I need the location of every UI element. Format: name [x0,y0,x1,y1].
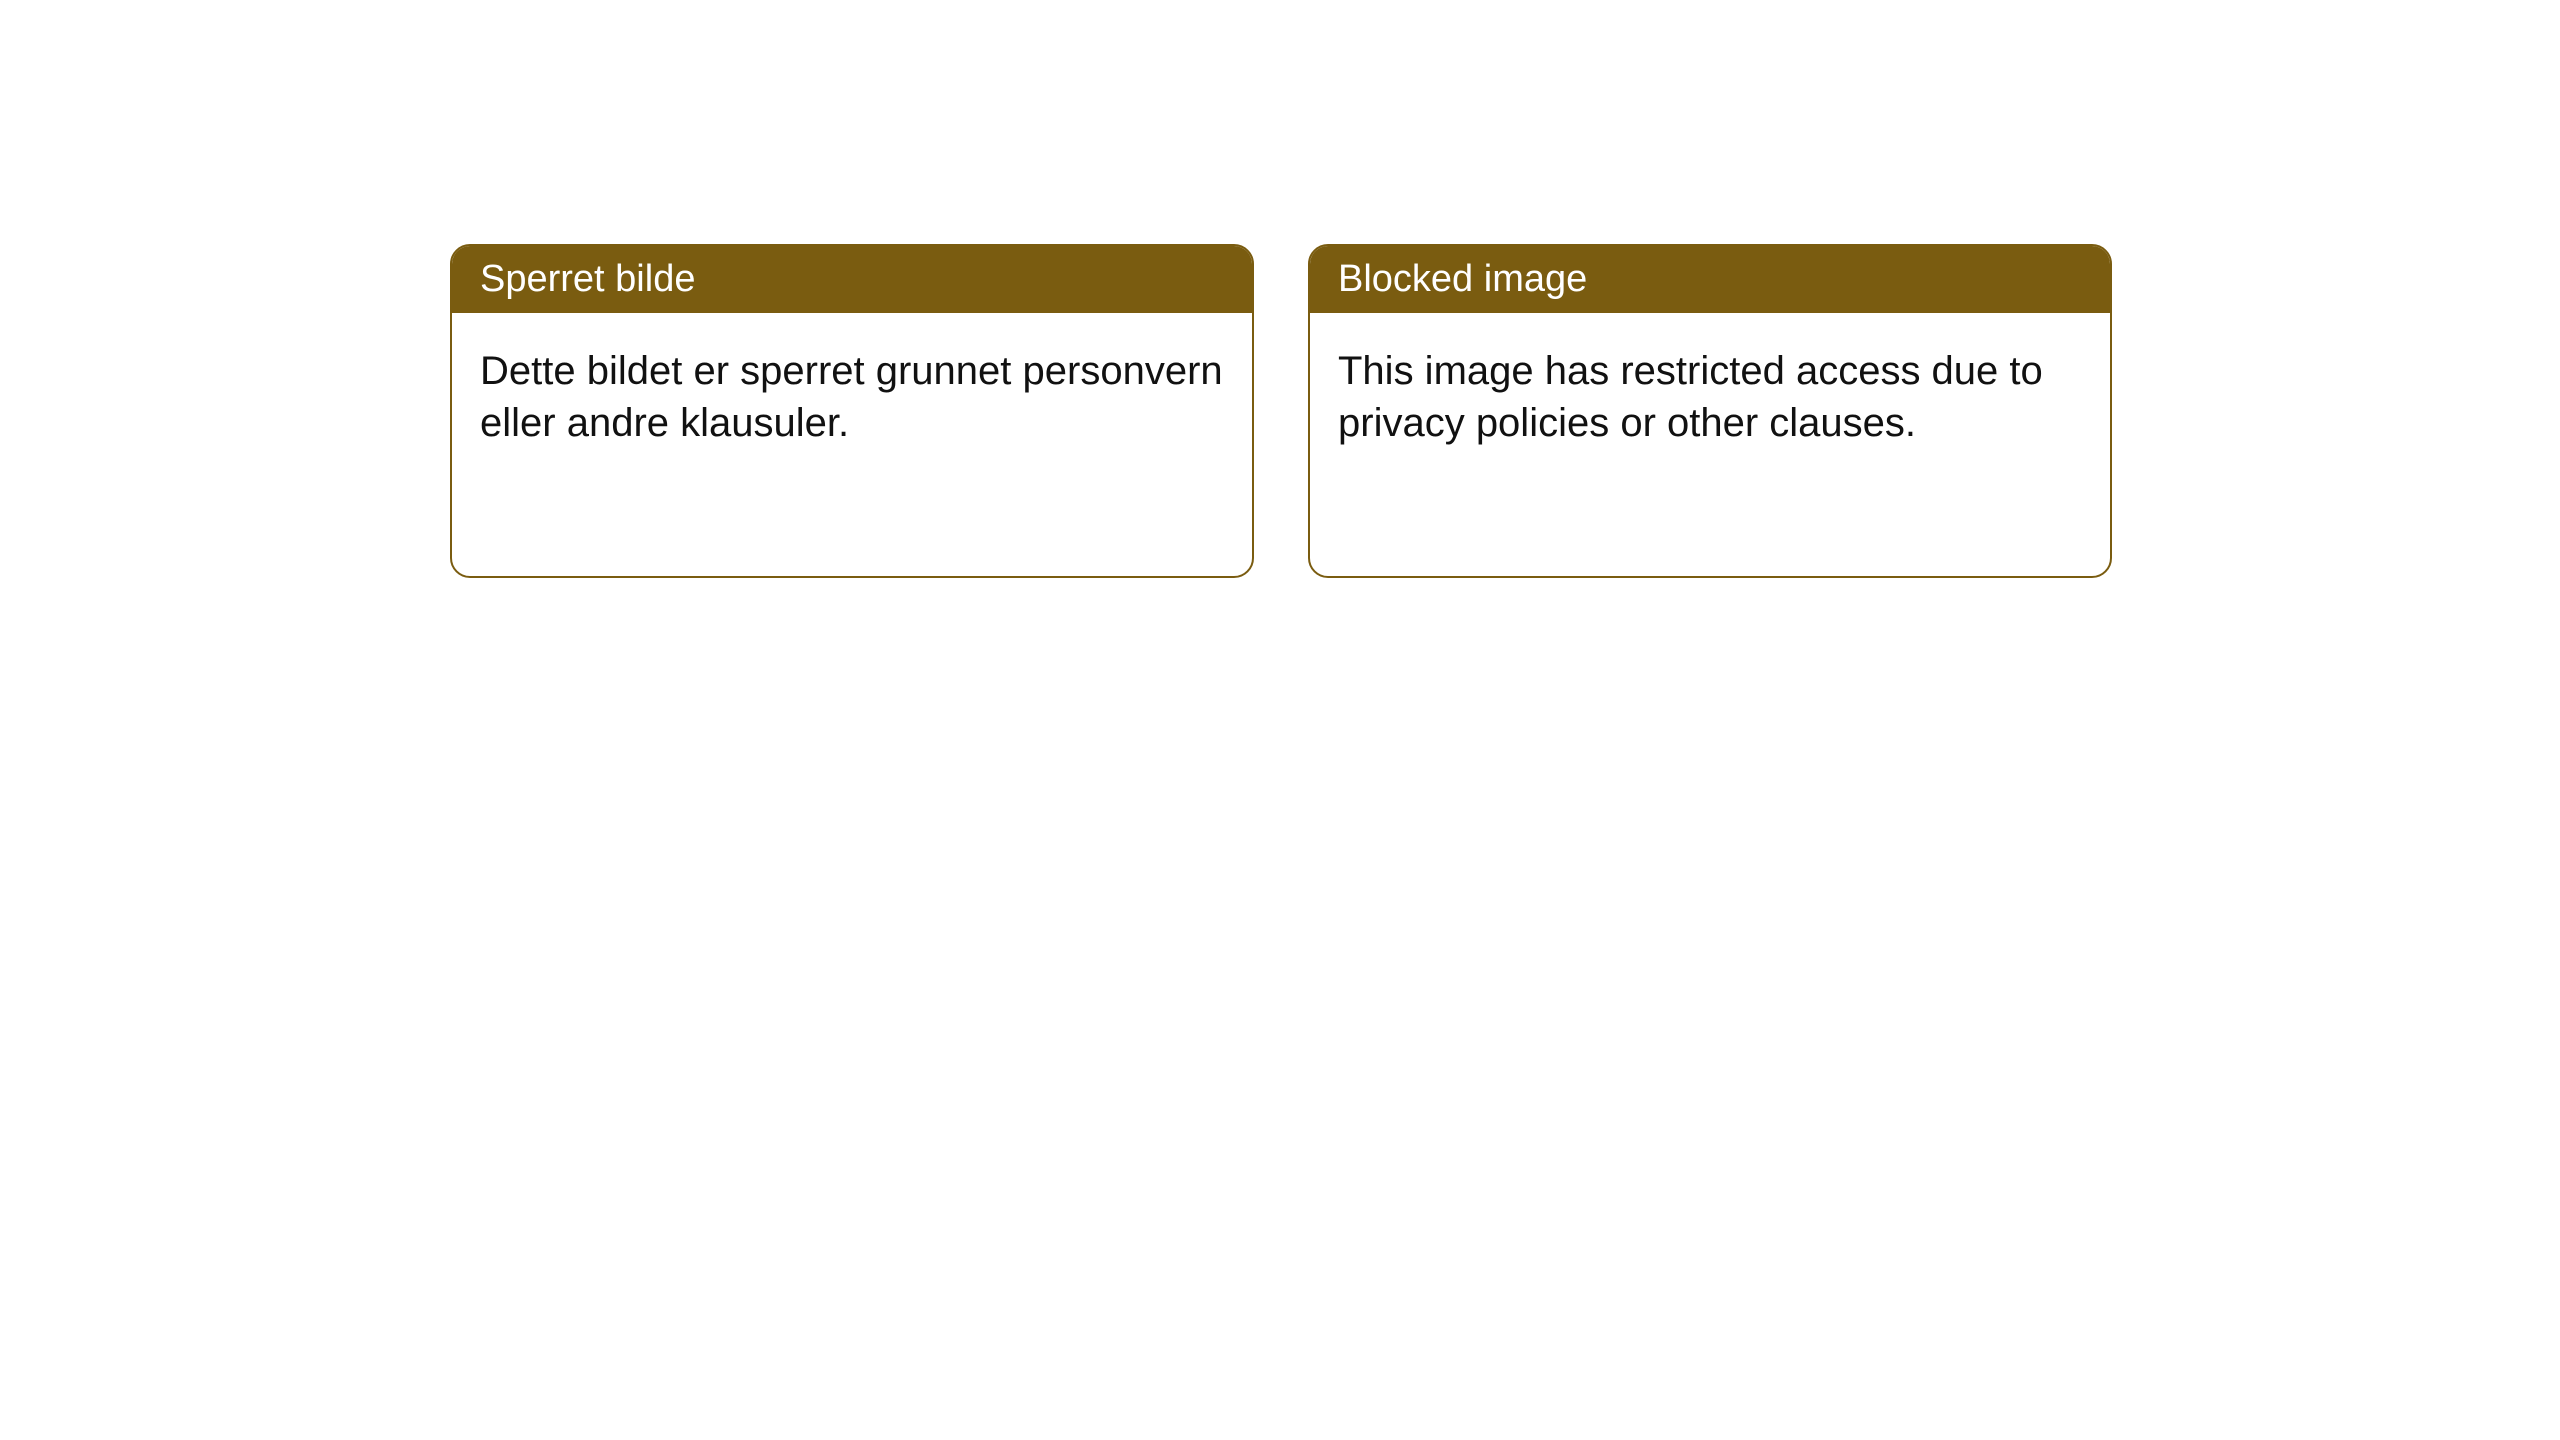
notice-container: Sperret bilde Dette bildet er sperret gr… [0,0,2560,578]
notice-card-no: Sperret bilde Dette bildet er sperret gr… [450,244,1254,578]
notice-card-en: Blocked image This image has restricted … [1308,244,2112,578]
notice-card-en-header: Blocked image [1310,246,2110,313]
notice-card-no-header: Sperret bilde [452,246,1252,313]
notice-card-en-body: This image has restricted access due to … [1310,313,2110,481]
notice-card-no-body: Dette bildet er sperret grunnet personve… [452,313,1252,481]
